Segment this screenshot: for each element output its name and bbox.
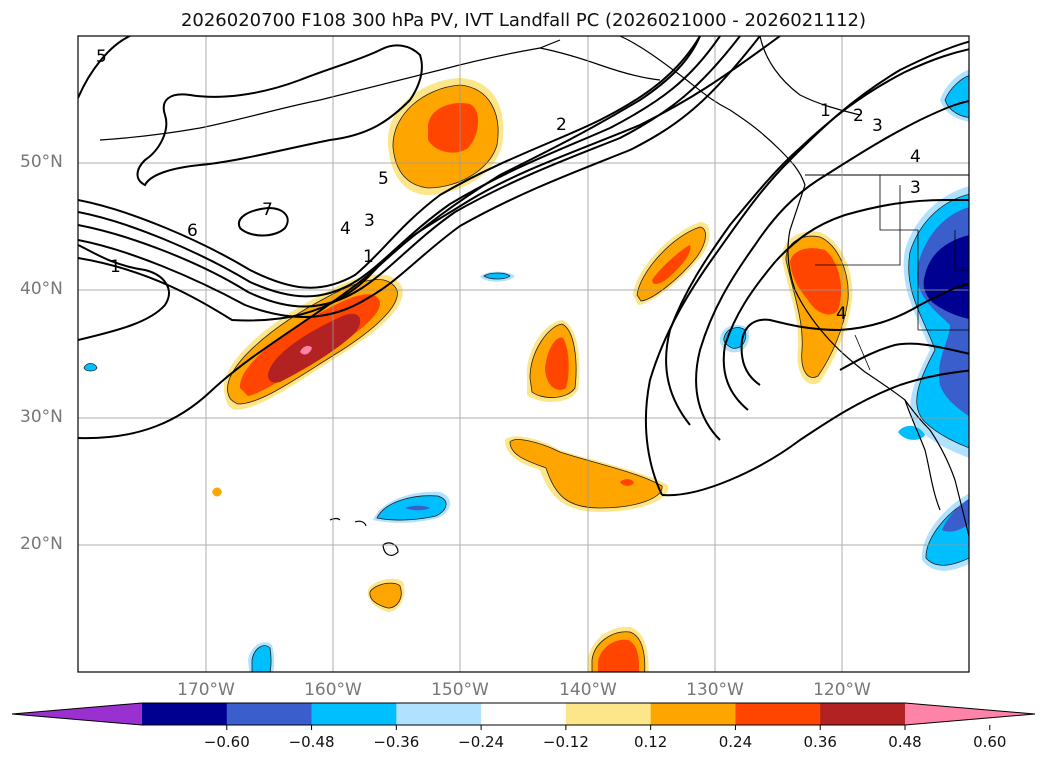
- colorbar-tick-label: −0.60: [203, 733, 250, 751]
- contour-label: 3: [364, 211, 375, 231]
- ivt-anomaly-shading: [83, 69, 969, 672]
- colorbar-tick-label: 0.36: [803, 733, 837, 751]
- gridlines: [78, 36, 969, 672]
- colorbar-tick-label: 0.24: [718, 733, 753, 751]
- colorbar-tick-label: −0.24: [458, 733, 505, 751]
- colorbar-segment: [735, 703, 821, 725]
- contour-label: 3: [910, 178, 921, 198]
- contour-label: 5: [96, 47, 107, 67]
- lat-label-40n: 40°N: [20, 279, 63, 299]
- contour-labels: 5 6 7 1 5 4 3 1 2 1 2 3 4 3 4: [96, 47, 921, 324]
- colorbar-tick-label: 0.48: [888, 733, 922, 751]
- lon-label-160w: 160°W: [304, 680, 362, 700]
- contour-label: 6: [187, 221, 198, 241]
- colorbar-segment: [820, 703, 906, 725]
- map-frame: [77, 35, 970, 673]
- contour-label: 7: [262, 200, 273, 220]
- colorbar-segment: [481, 703, 567, 725]
- contour-label: 4: [836, 304, 847, 324]
- map-title: 2026020700 F108 300 hPa PV, IVT Landfall…: [180, 10, 867, 31]
- colorbar-extend-high: [905, 703, 1035, 725]
- colorbar-segment: [311, 703, 397, 725]
- colorbar-outline: [11, 702, 1036, 726]
- contour-label: 2: [853, 106, 864, 126]
- colorbar-segment: [226, 703, 313, 725]
- lat-label-20n: 20°N: [20, 534, 63, 554]
- colorbar: [11, 702, 1036, 730]
- colorbar-tick-label: −0.12: [542, 733, 589, 751]
- lon-label-170w: 170°W: [177, 680, 235, 700]
- colorbar-tick-label: 0.60: [973, 733, 1007, 751]
- contour-label: 4: [340, 219, 351, 239]
- lat-label-50n: 50°N: [20, 152, 63, 172]
- contour-label: 1: [820, 101, 831, 121]
- contour-label: 3: [872, 116, 883, 136]
- pv-contours: [78, 36, 969, 497]
- lon-label-120w: 120°W: [813, 680, 871, 700]
- lon-label-150w: 150°W: [431, 680, 489, 700]
- map-plot-area: 5 6 7 1 5 4 3 1 2 1 2 3 4 3 4: [78, 36, 969, 672]
- lon-label-140w: 140°W: [559, 680, 617, 700]
- colorbar-tick-label: −0.36: [373, 733, 420, 751]
- contour-label: 1: [110, 257, 121, 277]
- lat-label-30n: 30°N: [20, 407, 63, 427]
- contour-label: 1: [363, 247, 374, 267]
- colorbar-segment: [650, 703, 736, 725]
- colorbar-segment: [396, 703, 482, 725]
- colorbar-tick-label: −0.48: [288, 733, 335, 751]
- colorbar-segment: [565, 703, 652, 725]
- colorbar-segment: [142, 703, 228, 725]
- colorbar-extend-low: [12, 703, 142, 725]
- lon-label-130w: 130°W: [686, 680, 744, 700]
- contour-label: 4: [910, 147, 921, 167]
- contour-label: 2: [556, 115, 567, 135]
- contour-label: 5: [378, 169, 389, 189]
- colorbar-tick-label: 0.12: [633, 733, 668, 751]
